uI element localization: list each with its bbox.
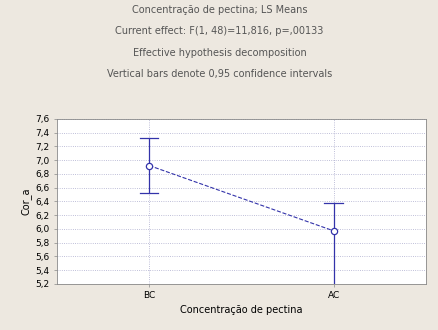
- Y-axis label: Cor_a: Cor_a: [20, 187, 31, 215]
- Text: Vertical bars denote 0,95 confidence intervals: Vertical bars denote 0,95 confidence int…: [106, 69, 332, 79]
- Text: Current effect: F(1, 48)=11,816, p=,00133: Current effect: F(1, 48)=11,816, p=,0013…: [115, 26, 323, 36]
- Text: Effective hypothesis decomposition: Effective hypothesis decomposition: [132, 48, 306, 58]
- X-axis label: Concentração de pectina: Concentração de pectina: [180, 305, 302, 314]
- Text: Concentração de pectina; LS Means: Concentração de pectina; LS Means: [131, 5, 307, 15]
